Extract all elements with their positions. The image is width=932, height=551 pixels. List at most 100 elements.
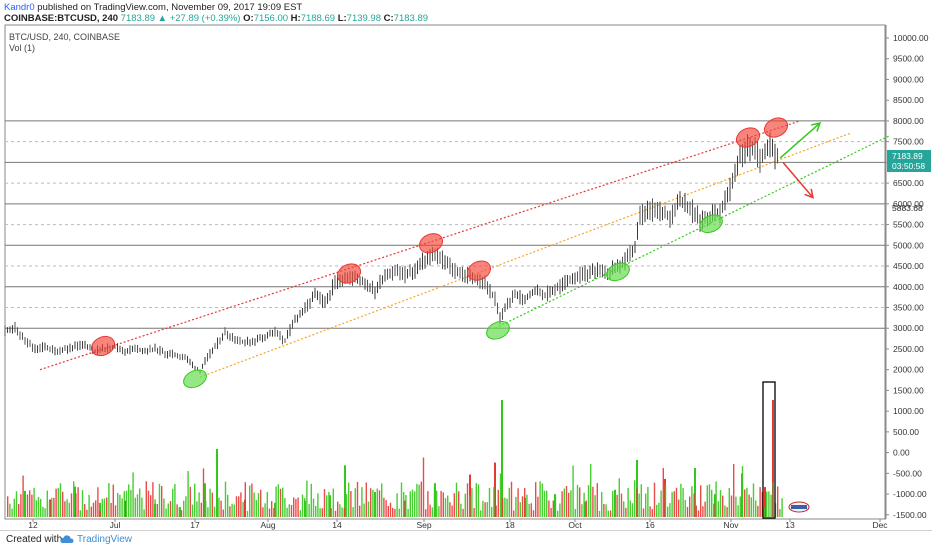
volume-bar-fill — [37, 496, 40, 517]
volume-bar-fill — [337, 501, 339, 517]
volume-bar-fill — [367, 501, 370, 517]
volume-bar-fill — [647, 486, 649, 517]
volume-bar-fill — [341, 507, 343, 517]
volume-bar-fill — [405, 495, 407, 517]
y-tick-label: 9000.00 — [893, 74, 924, 84]
author-link[interactable]: Kandr0 — [4, 2, 35, 13]
y-tick-label: 8500.00 — [893, 95, 924, 105]
volume-bar-fill — [99, 510, 101, 517]
volume-bar-fill — [451, 505, 453, 517]
volume-bar-fill — [667, 506, 669, 517]
volume-bar-fill — [279, 488, 282, 517]
volume-bar-fill — [623, 501, 625, 517]
volume-bar-fill — [442, 492, 444, 517]
x-tick-label: Nov — [723, 520, 739, 530]
volume-bar-fill — [724, 505, 726, 517]
volume-bar-fill — [618, 478, 620, 517]
volume-bar-fill — [669, 503, 671, 517]
volume-bar-fill — [739, 496, 741, 517]
volume-bar-fill — [330, 508, 332, 517]
volume-bar-fill — [35, 500, 37, 517]
x-tick-label: Dec — [872, 520, 888, 530]
volume-bar-fill — [541, 483, 543, 517]
arrow-up-head — [811, 121, 822, 132]
flag-icon[interactable] — [788, 501, 810, 513]
volume-bar-fill — [409, 491, 411, 517]
volume-bar-fill — [42, 506, 44, 517]
volume-bar-fill — [238, 496, 240, 517]
volume-bar-fill — [152, 482, 154, 517]
volume-bar-fill — [719, 490, 722, 517]
volume-bar-fill — [552, 500, 554, 517]
volume-bar-fill — [275, 486, 277, 517]
volume-bar-fill — [48, 501, 51, 517]
volume-bar-fill — [495, 505, 497, 517]
volume-bar-fill — [207, 507, 209, 517]
x-tick-label: Aug — [260, 520, 275, 530]
volume-bar-fill — [150, 495, 152, 517]
y-tick-label: 9500.00 — [893, 54, 924, 64]
volume-bar-fill — [504, 497, 506, 517]
volume-bar — [329, 495, 331, 517]
x-tick-label: 17 — [190, 520, 200, 530]
volume-bar-fill — [123, 491, 125, 517]
y-tick-label: 8000.00 — [893, 116, 924, 126]
x-tick-label: 14 — [332, 520, 342, 530]
volume-bar-fill — [713, 503, 715, 517]
price-tag-value: 7183.89 — [892, 151, 923, 161]
volume-bar-fill — [431, 507, 433, 517]
volume-bar-fill — [777, 486, 779, 517]
volume-bar-fill — [429, 504, 431, 517]
volume-bar-fill — [671, 492, 673, 517]
volume-bar-fill — [559, 503, 561, 517]
volume-bar-fill — [691, 486, 693, 517]
volume-bar-fill — [730, 495, 733, 517]
volume-bar-fill — [590, 464, 592, 517]
volume-bar-fill — [497, 489, 499, 517]
volume-bar — [74, 486, 76, 517]
close-value: 7183.89 — [393, 13, 429, 24]
y-tick-labels: 10000.00 9500.00 9000.00 8500.00 8000.00 7500… — [886, 33, 929, 520]
pivot-high-mark — [90, 335, 116, 357]
volume-bar-fill — [62, 491, 64, 517]
volume-bar-fill — [352, 507, 354, 517]
volume-bar-fill — [202, 468, 205, 517]
volume-bar-fill — [763, 507, 766, 517]
volume-bar-fill — [519, 502, 521, 517]
volume-bar-fill — [141, 497, 143, 517]
volume-bar-fill — [488, 487, 491, 517]
volume-bar-fill — [585, 500, 587, 517]
tradingview-brand[interactable]: TradingView — [77, 534, 133, 545]
y-tick-label: 500.00 — [893, 427, 919, 437]
volume-bar-fill — [301, 494, 304, 517]
y-tick-label: 1500.00 — [893, 385, 924, 395]
volume-bar-fill — [477, 484, 480, 517]
pivot-low-mark — [699, 214, 723, 234]
arrow-up-line — [779, 122, 821, 159]
volume-bar-fill — [147, 490, 150, 517]
volume-bars — [7, 400, 783, 517]
x-tick-label: Oct — [568, 520, 582, 530]
volume-bar-fill — [121, 498, 123, 517]
level-label: 5883.68 — [892, 203, 923, 213]
volume-bar-fill — [46, 490, 48, 517]
volume-bar-fill — [484, 502, 486, 517]
volume-bar-fill — [312, 498, 315, 517]
volume-bar-fill — [675, 487, 678, 517]
ohlc-line: COINBASE:BTCUSD, 240 7183.89 ▲ +27.89 (+… — [4, 13, 428, 24]
volume-bar-fill — [255, 499, 257, 517]
last-price: 7183.89 — [120, 13, 156, 24]
volume-bar-fill — [601, 491, 603, 517]
price-chart[interactable]: 10000.00 9500.00 9000.00 8500.00 8000.00 7500… — [0, 0, 932, 530]
channel-line-lower — [494, 134, 891, 329]
volume-bar-fill — [757, 505, 759, 517]
volume-bar-fill — [526, 494, 528, 517]
cloud-logo-icon — [60, 535, 74, 543]
volume-bar-fill — [695, 505, 697, 517]
volume-bar-fill — [9, 503, 11, 517]
volume-bar-fill — [235, 496, 238, 517]
volume-bar — [404, 500, 406, 517]
y-tick-label: -1000.00 — [893, 489, 927, 499]
volume-bar-fill — [332, 488, 334, 517]
volume-bar-fill — [656, 504, 658, 517]
